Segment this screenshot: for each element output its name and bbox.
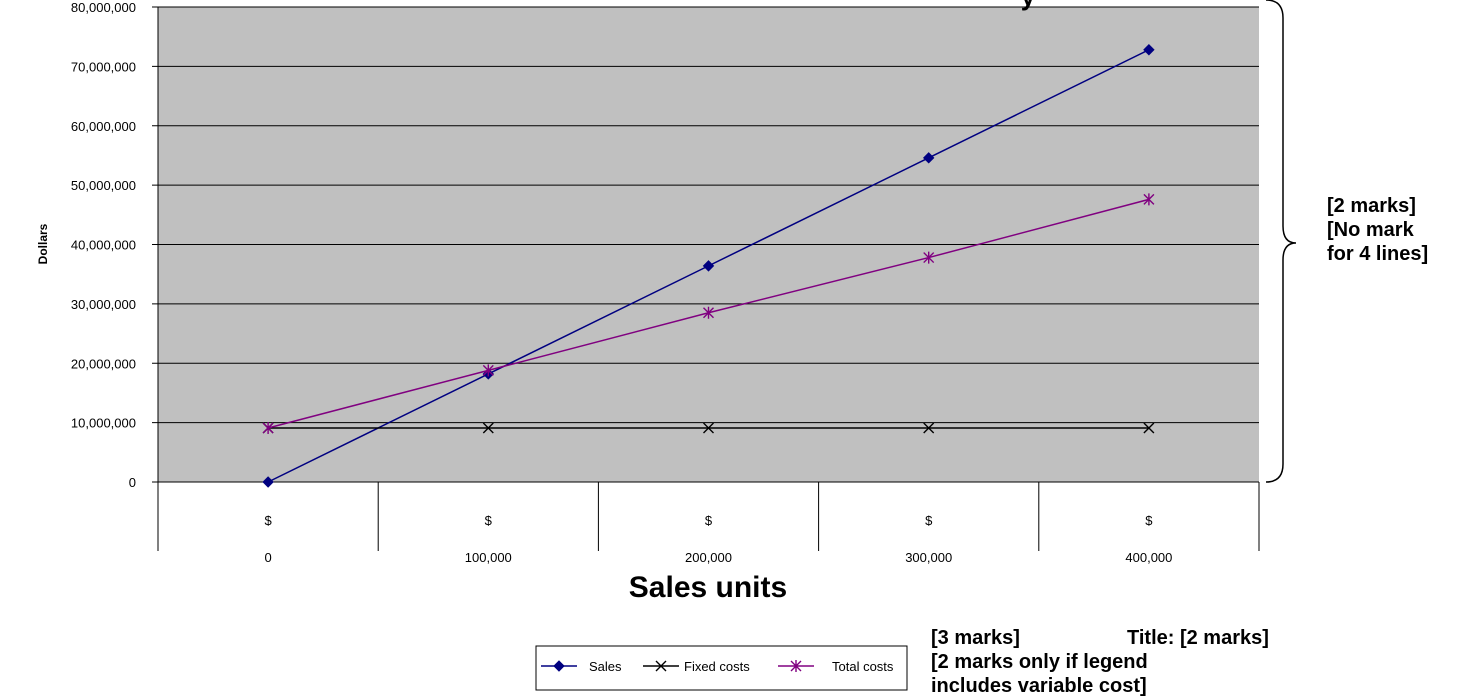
x-axis-label: Sales units	[629, 571, 787, 604]
x-tick-label: 300,000	[905, 550, 952, 565]
data-point-sales	[1143, 44, 1155, 56]
legend-label-sales: Sales	[589, 659, 622, 674]
y-tick-label: 40,000,000	[71, 238, 136, 253]
legend-marks-note: [3 marks] [2 marks only if legend includ…	[931, 626, 1148, 698]
legend: Sales Fixed costs Total costs	[535, 645, 908, 691]
x-tick-prefix: $	[485, 513, 493, 528]
y-tick-label: 80,000,000	[71, 0, 136, 15]
lines-marks-note-line: [No mark	[1327, 219, 1414, 241]
data-point-sales	[702, 260, 715, 272]
data-point-total-costs	[262, 421, 274, 434]
lines-marks-note: [2 marks] [No mark for 4 lines]	[1327, 194, 1428, 266]
x-tick-prefix: $	[925, 513, 933, 528]
legend-label-total-costs: Total costs	[832, 659, 894, 674]
data-point-fixed-costs	[482, 422, 494, 434]
x-tick-prefix: $	[705, 513, 713, 528]
legend-marker-total-costs	[790, 660, 802, 672]
y-axis-label: Dollars	[36, 223, 50, 264]
x-tick-label: 400,000	[1125, 550, 1172, 565]
x-category-dividers	[157, 482, 1260, 551]
chart-top-fragment: y	[1021, 0, 1036, 11]
y-tick-label: 0	[129, 475, 136, 490]
data-point-sales	[262, 476, 274, 488]
x-tick-prefix: $	[1145, 513, 1153, 528]
lines-marks-note-line: for 4 lines]	[1327, 243, 1429, 265]
legend-marker-sales	[553, 660, 565, 672]
data-point-fixed-costs	[703, 422, 714, 434]
lines-marks-note-line: [2 marks]	[1327, 195, 1416, 217]
data-point-total-costs	[703, 306, 714, 319]
data-point-total-costs	[482, 364, 494, 377]
data-point-total-costs	[1143, 193, 1155, 206]
x-tick-labels: $0 $100,000 $200,000 $300,000 $400,000	[264, 513, 1172, 565]
y-tick-label: 60,000,000	[71, 119, 136, 134]
x-tick-label: 0	[264, 550, 271, 565]
x-tick-label: 200,000	[685, 550, 732, 565]
y-tick-label: 50,000,000	[71, 178, 136, 193]
legend-marks-note-line: includes variable cost]	[931, 675, 1147, 697]
data-point-total-costs	[923, 251, 935, 264]
y-tick-label: 70,000,000	[71, 59, 136, 74]
series-group	[262, 44, 1155, 488]
legend-label-fixed-costs: Fixed costs	[684, 659, 750, 674]
data-point-fixed-costs	[1143, 422, 1155, 434]
y-tick-label: 20,000,000	[71, 356, 136, 371]
legend-marks-note-line: [3 marks]	[931, 627, 1020, 649]
data-point-sales	[922, 152, 935, 164]
x-tick-label: 100,000	[465, 550, 512, 565]
lines-brace	[1265, 0, 1297, 483]
x-tick-prefix: $	[264, 513, 272, 528]
data-point-fixed-costs	[923, 422, 935, 434]
y-tick-labels: 0 10,000,000 20,000,000 30,000,000 40,000,00…	[71, 0, 136, 490]
legend-marks-note-line: [2 marks only if legend	[931, 651, 1148, 673]
y-tick-label: 10,000,000	[71, 416, 136, 431]
title-marks-note: Title: [2 marks]	[1127, 627, 1269, 649]
legend-box	[535, 645, 908, 691]
legend-marker-fixed-costs	[655, 660, 667, 672]
y-tick-label: 30,000,000	[71, 297, 136, 312]
